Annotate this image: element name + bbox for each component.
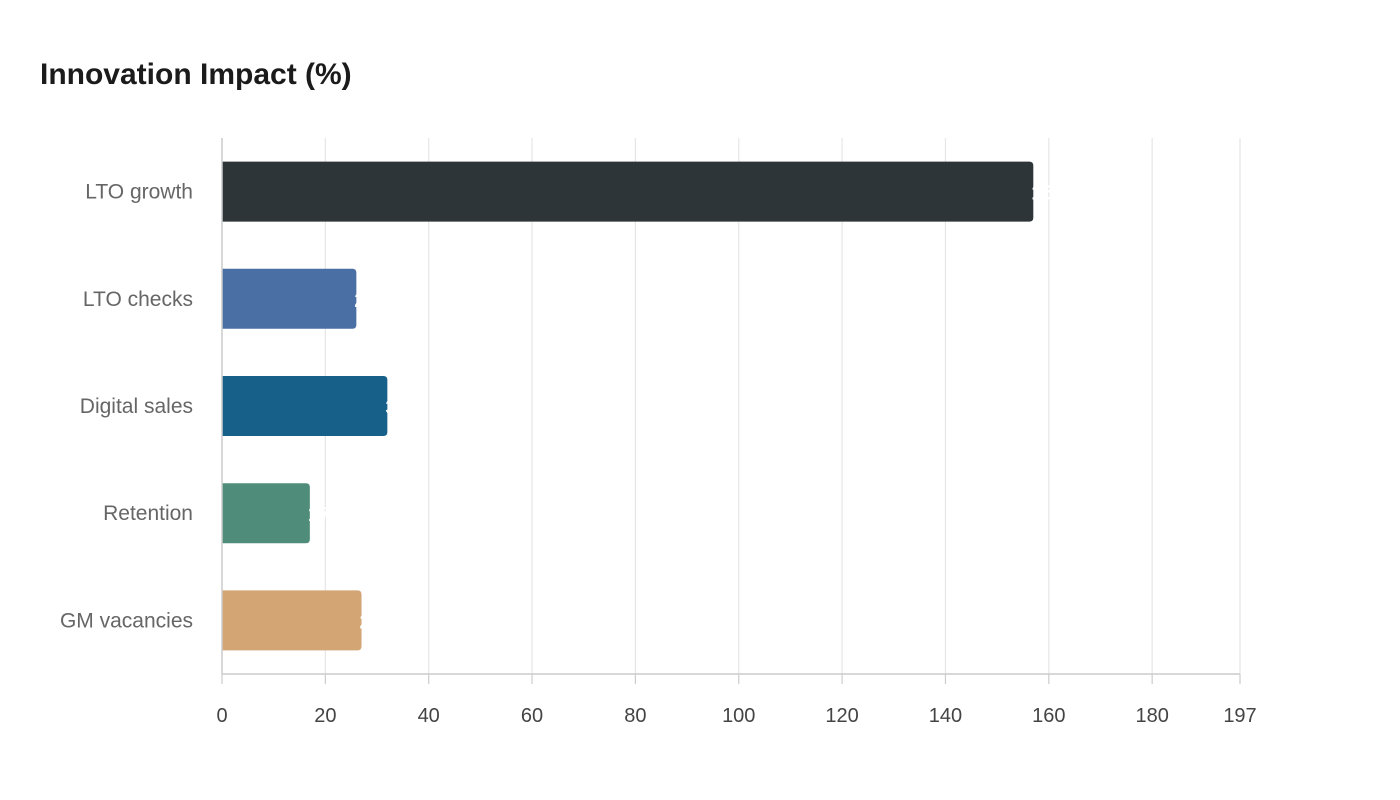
x-tick-label: 60 <box>521 705 543 727</box>
x-tick-label: 40 <box>418 705 440 727</box>
x-tick-label: 80 <box>624 705 646 727</box>
category-label: Digital sales <box>80 395 193 418</box>
x-tick-label: 180 <box>1135 705 1168 727</box>
bar-digital-sales <box>222 376 388 436</box>
data-label: 26 <box>354 290 376 312</box>
bar-retention <box>222 483 310 544</box>
bar-gm-vacancies <box>222 590 362 651</box>
x-tick-label: 197 <box>1223 705 1256 727</box>
x-tick-labels: 0 20 40 60 80 100 120 140 160 180 197 <box>216 705 1256 727</box>
category-label: GM vacancies <box>60 609 193 632</box>
category-label: LTO growth <box>85 181 193 204</box>
x-tick-label: 100 <box>722 705 755 727</box>
x-tick-label: 140 <box>929 705 962 727</box>
x-tick-label: 20 <box>314 705 336 727</box>
data-label: 27 <box>360 611 382 633</box>
category-label: LTO checks <box>83 288 193 311</box>
x-tick-label: 0 <box>216 705 227 727</box>
category-labels: LTO growth LTO checks Digital sales Retenti… <box>60 181 193 633</box>
gridlines <box>324 138 1241 674</box>
x-tick-label: 120 <box>825 705 858 727</box>
data-label: 17 <box>308 504 330 526</box>
x-tick-label: 160 <box>1032 705 1065 727</box>
axes <box>221 138 1241 684</box>
category-label: Retention <box>103 502 193 525</box>
data-labels: 157 26 32 17 27 <box>308 183 1064 634</box>
chart-title: Innovation Impact (%) <box>40 58 352 91</box>
data-label: 157 <box>1031 183 1064 205</box>
data-label: 32 <box>385 397 407 419</box>
bar-lto-checks <box>222 268 357 329</box>
bars <box>222 161 1034 651</box>
bar-lto-growth <box>222 161 1034 222</box>
